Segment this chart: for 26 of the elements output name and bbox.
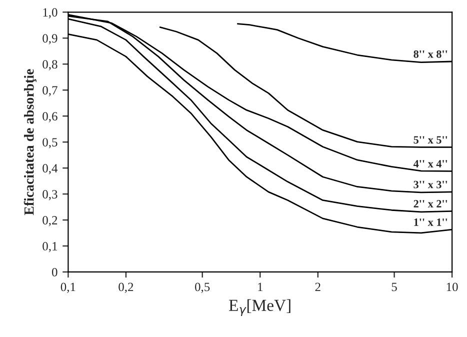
series-label: 8'' x 8'' bbox=[414, 50, 448, 58]
x-tick-label: 5 bbox=[392, 282, 397, 292]
series-label: 5'' x 5'' bbox=[414, 136, 448, 144]
x-tick-label: 0,5 bbox=[195, 282, 210, 293]
x-axis-title: E$_{γ}$[MeV] bbox=[229, 299, 290, 316]
y-tick-label: 0,2 bbox=[42, 216, 58, 226]
x-tick-label: 2 bbox=[315, 282, 320, 292]
y-tick-label: 0,5 bbox=[42, 138, 58, 148]
series-label: 1'' x 1'' bbox=[414, 218, 448, 226]
y-tick-label: 0,7 bbox=[42, 86, 58, 96]
x-tick-label: 0,2 bbox=[118, 282, 134, 293]
y-tick-label: 0,9 bbox=[42, 34, 58, 44]
y-tick-label: 1,0 bbox=[43, 8, 58, 18]
x-tick-label: 10 bbox=[446, 282, 458, 292]
y-tick-label: 0,6 bbox=[42, 112, 58, 122]
y-axis-title: Eficacitatea de absorbţie bbox=[24, 69, 36, 216]
y-tick-label: 0,1 bbox=[42, 242, 58, 252]
x-tick-label: 0,1 bbox=[60, 282, 76, 293]
series-label: 2'' x 2'' bbox=[414, 200, 448, 208]
series-label: 3'' x 3'' bbox=[414, 180, 448, 188]
y-tick-label: 0,8 bbox=[42, 60, 58, 70]
y-tick-label: 0 bbox=[52, 268, 58, 276]
series-label: 4'' x 4'' bbox=[413, 160, 448, 168]
y-tick-label: 0,4 bbox=[42, 164, 58, 174]
y-tick-label: 0,3 bbox=[42, 190, 58, 200]
x-tick-label: 1 bbox=[258, 282, 262, 292]
